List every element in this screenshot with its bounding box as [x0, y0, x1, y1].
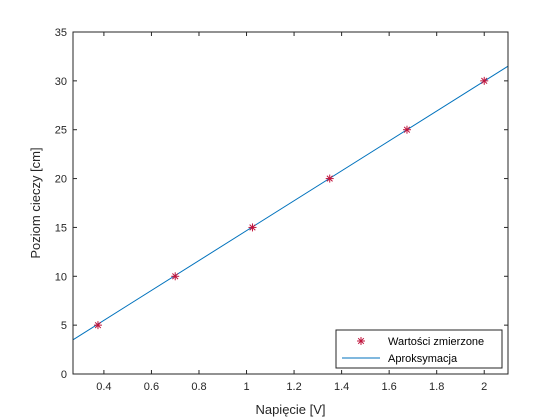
y-tick-label: 25: [55, 125, 67, 137]
data-point: [480, 76, 489, 85]
data-point: [402, 125, 411, 134]
y-tick-label: 30: [55, 76, 67, 88]
y-tick-label: 10: [55, 271, 67, 283]
y-tick-label: 0: [61, 369, 67, 381]
plot-frame: [72, 31, 509, 375]
x-tick-label: 0.4: [96, 381, 111, 393]
series-markers: [93, 76, 489, 330]
y-tick-label: 35: [55, 27, 67, 39]
x-tick-label: 2: [481, 381, 487, 393]
legend-marker-swatch: [357, 337, 365, 345]
x-tick-label: 0.6: [144, 381, 159, 393]
x-axis-ticks: 0.4 0.6 0.8 1 1.2 1.4 1.6 1.8 2: [96, 32, 487, 393]
legend-box: [335, 329, 503, 369]
x-tick-label: 1.2: [286, 381, 301, 393]
x-tick-label: 1.6: [381, 381, 396, 393]
legend-entry-label: Aproksymacja: [388, 353, 458, 365]
y-axis-ticks: 0 5 10 15 20 25 30 35: [55, 27, 508, 381]
legend: Wartości zmierzone Aproksymacja: [335, 329, 503, 369]
y-tick-label: 5: [61, 320, 67, 332]
x-tick-label: 0.8: [191, 381, 206, 393]
x-tick-label: 1.8: [429, 381, 444, 393]
x-tick-label: 1.4: [334, 381, 349, 393]
data-point: [171, 272, 180, 281]
y-axis-label: Poziom cieczy [cm]: [28, 147, 43, 258]
y-tick-label: 20: [55, 174, 67, 186]
data-point: [325, 174, 334, 183]
data-point: [93, 321, 102, 330]
legend-entry-label: Wartości zmierzone: [388, 336, 484, 348]
x-tick-label: 1: [243, 381, 249, 393]
fit-line: [72, 65, 509, 341]
data-point: [248, 223, 257, 232]
series-lines: [72, 65, 509, 341]
y-tick-label: 15: [55, 222, 67, 234]
x-axis-label: Napięcie [V]: [255, 402, 325, 417]
